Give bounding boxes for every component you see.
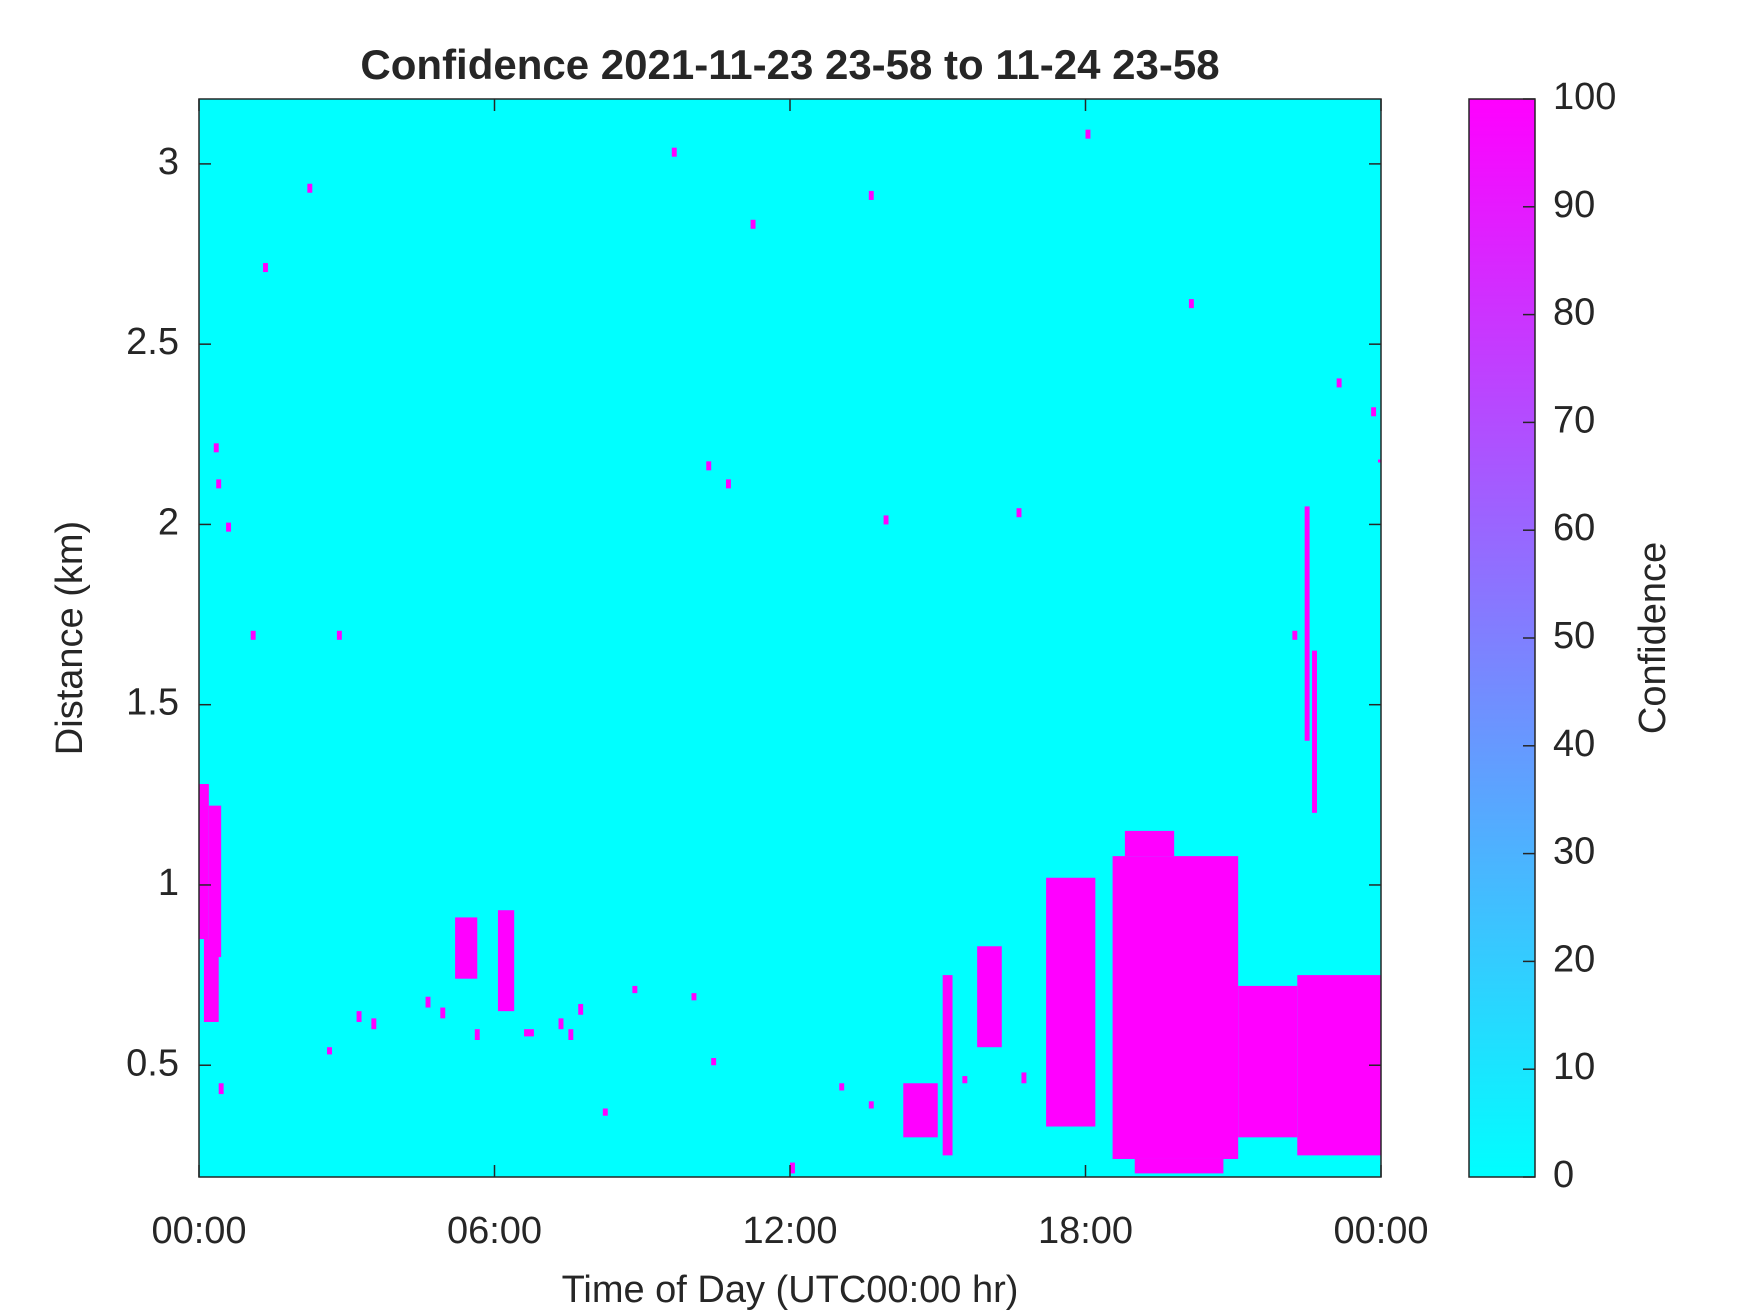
- heatmap-cell: [455, 917, 478, 979]
- heatmap-cell: [691, 993, 697, 1001]
- heatmap-cell: [327, 1047, 332, 1055]
- heatmap-cell: [263, 263, 268, 273]
- colorbar-tick-label: 40: [1553, 723, 1595, 765]
- heatmap-cell: [868, 190, 874, 200]
- heatmap-cell: [226, 522, 232, 532]
- colorbar-tick-label: 20: [1553, 938, 1595, 980]
- x-axis-label: Time of Day (UTC00:00 hr): [562, 1269, 1019, 1311]
- heatmap-cell: [208, 805, 222, 958]
- heatmap-cell: [356, 1011, 362, 1022]
- heatmap-cell: [903, 1083, 938, 1138]
- colorbar-tick-label: 0: [1553, 1154, 1574, 1196]
- heatmap-cell: [578, 1003, 584, 1015]
- heatmap-cell: [1124, 830, 1175, 857]
- heatmap-cell: [1016, 508, 1022, 518]
- heatmap-cell: [218, 1083, 224, 1095]
- heatmap-cell: [1085, 129, 1091, 139]
- heatmap-cell: [1292, 630, 1298, 640]
- y-tick-label: 1.5: [126, 682, 179, 724]
- y-tick-label: 2: [158, 501, 179, 543]
- heatmap-cell: [725, 479, 731, 489]
- colorbar-tick-label: 30: [1553, 831, 1595, 873]
- heatmap-cell: [307, 183, 313, 193]
- x-tick-label: 06:00: [447, 1210, 542, 1252]
- heatmap-cell: [1238, 985, 1298, 1138]
- colorbar-tick-label: 50: [1553, 615, 1595, 657]
- heatmap-cell: [750, 219, 756, 229]
- heatmap-cell: [1134, 1158, 1224, 1174]
- heatmap-cell: [558, 1018, 564, 1030]
- colorbar-tick-label: 10: [1553, 1046, 1595, 1088]
- heatmap-cell: [1046, 877, 1096, 1127]
- x-tick-label: 12:00: [742, 1210, 837, 1252]
- heatmap-cell: [336, 630, 342, 640]
- y-axis-label: Distance (km): [49, 521, 91, 755]
- colorbar-tick-label: 70: [1553, 399, 1595, 441]
- heatmap-cell: [216, 479, 222, 489]
- heatmap-cell: [440, 1007, 446, 1019]
- y-tick-label: 3: [158, 141, 179, 183]
- heatmap-cell: [1188, 299, 1194, 309]
- colorbar-tick-label: 60: [1553, 507, 1595, 549]
- heatmap-cell: [706, 461, 712, 471]
- heatmap-cell: [602, 1108, 608, 1116]
- heatmap-cell: [942, 975, 953, 1156]
- heatmap-cell: [250, 630, 256, 640]
- heatmap-cell: [524, 1029, 534, 1037]
- heatmap-cell: [868, 1101, 874, 1109]
- heatmap-cell: [425, 996, 431, 1008]
- heatmap-cell: [977, 946, 1002, 1048]
- heatmap-cell: [883, 515, 889, 525]
- heatmap-cell: [1336, 378, 1342, 388]
- heatmap-cell: [1304, 506, 1310, 741]
- x-tick-label: 00:00: [151, 1210, 246, 1252]
- heatmap-cell: [1021, 1072, 1027, 1084]
- heatmap-cell: [203, 939, 219, 1022]
- y-tick-label: 1: [158, 862, 179, 904]
- heatmap-cell: [497, 910, 515, 1012]
- heatmap-cell: [213, 443, 219, 453]
- chart-title: Confidence 2021-11-23 23-58 to 11-24 23-…: [360, 41, 1219, 88]
- heatmap-cell: [632, 985, 638, 994]
- heatmap-cell: [474, 1029, 480, 1040]
- heatmap-cell: [568, 1029, 574, 1040]
- heatmap-cell: [1312, 650, 1317, 813]
- colorbar-tick-label: 90: [1553, 184, 1595, 226]
- heatmap-cell: [1371, 407, 1377, 417]
- heatmap-cell: [371, 1018, 377, 1030]
- heatmap-cell: [711, 1058, 717, 1066]
- colorbar-label: Confidence: [1632, 542, 1674, 734]
- y-tick-label: 2.5: [126, 321, 179, 363]
- heatmap-cell: [671, 147, 677, 157]
- heatmap-cell: [1297, 975, 1381, 1156]
- colorbar-tick-label: 100: [1553, 76, 1616, 118]
- heatmap-cell: [962, 1076, 968, 1084]
- heatmap-cell: [1112, 856, 1239, 1159]
- colorbar-tick-label: 80: [1553, 292, 1595, 334]
- heatmap-cell: [1378, 459, 1381, 463]
- heatmap-cell: [199, 784, 209, 940]
- y-tick-label: 0.5: [126, 1042, 179, 1084]
- x-tick-label: 00:00: [1333, 1210, 1428, 1252]
- heatmap-cell: [790, 1162, 795, 1174]
- x-tick-label: 18:00: [1038, 1210, 1133, 1252]
- heatmap-cell: [839, 1083, 845, 1091]
